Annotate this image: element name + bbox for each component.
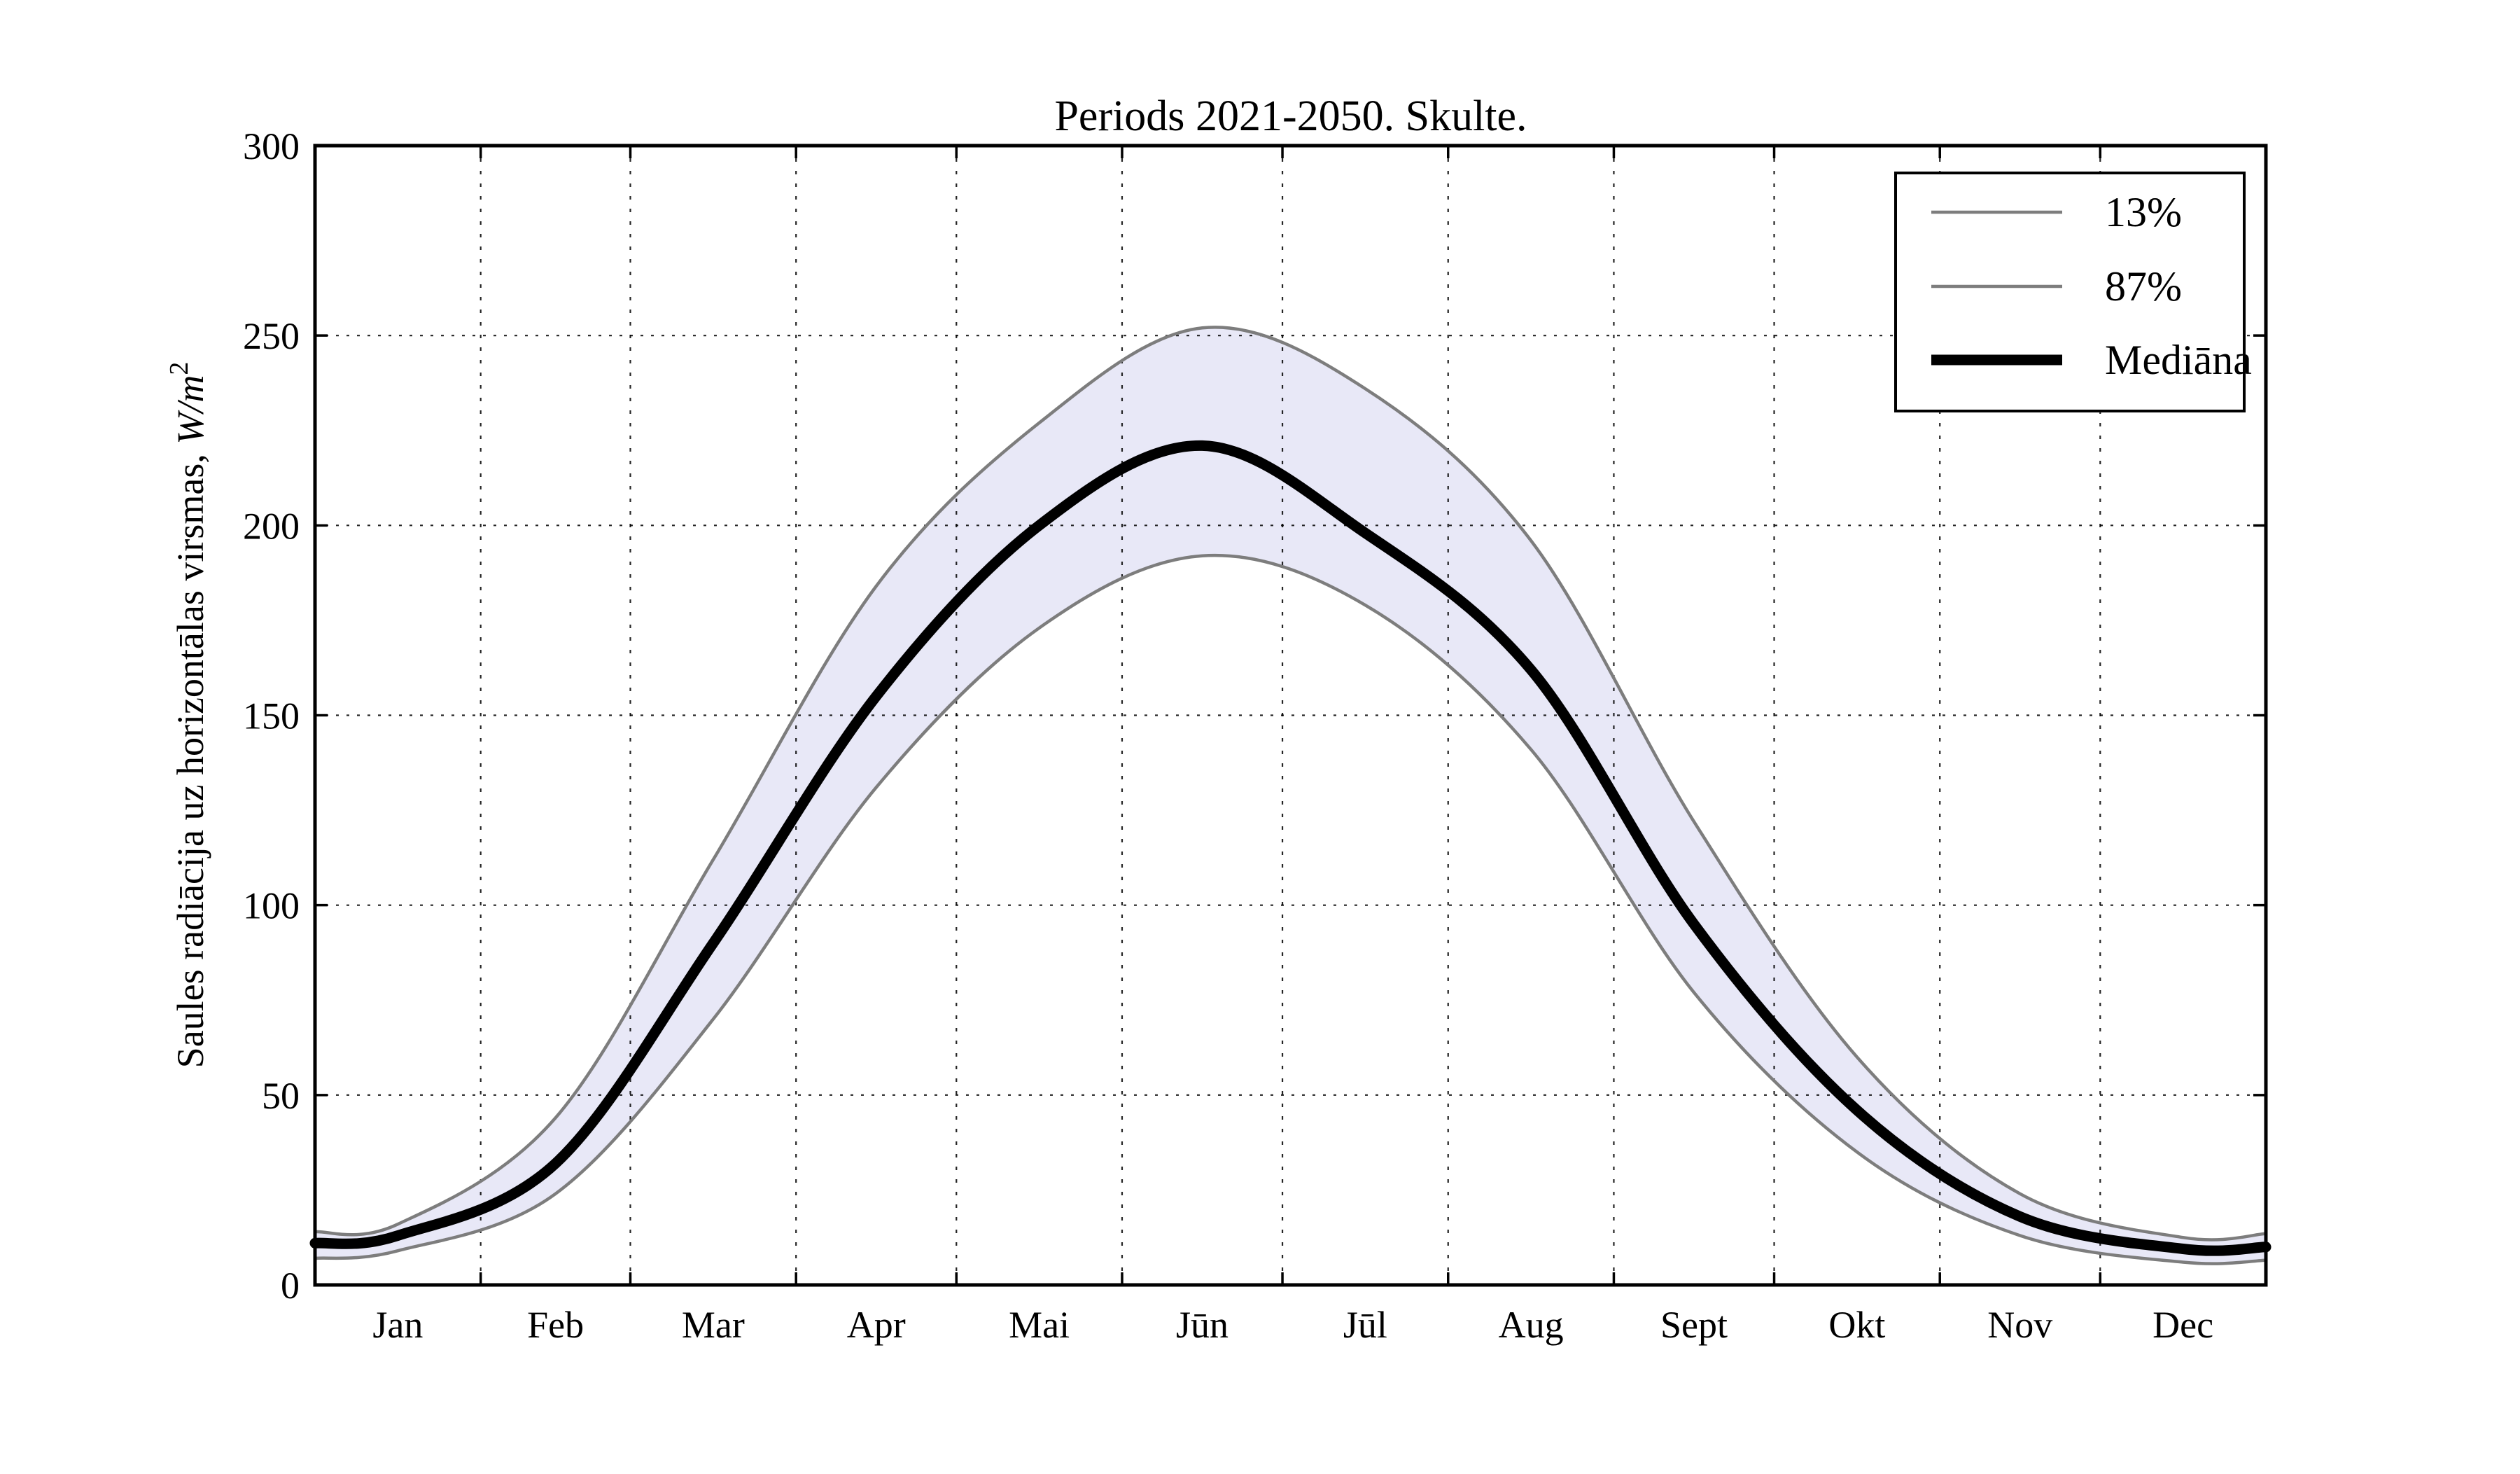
y-axis-label-superscript: 2 <box>164 362 194 375</box>
y-tick-label-50: 50 <box>262 1075 300 1117</box>
x-tick-label-mai: Mai <box>1009 1304 1070 1346</box>
legend-box: 13% 87% Mediāna <box>1894 172 2252 412</box>
y-tick-labels: 0 50 100 150 200 250 300 <box>243 125 300 1307</box>
y-axis-label-text: Saules radiācija uz horizontālas virsmas… <box>169 445 211 1069</box>
x-tick-label-feb: Feb <box>527 1304 584 1346</box>
y-axis-label: Saules radiācija uz horizontālas virsmas… <box>164 362 211 1069</box>
legend-label-13pct: 13% <box>2105 189 2182 235</box>
x-tick-label-nov: Nov <box>1987 1304 2052 1346</box>
y-axis-label-math: W/m <box>169 375 211 445</box>
tick-marks <box>315 144 2266 1286</box>
x-tick-label-dec: Dec <box>2152 1304 2213 1346</box>
chart-title: Periods 2021-2050. Skulte. <box>1054 92 1527 140</box>
x-tick-label-jan: Jan <box>372 1304 423 1346</box>
x-tick-labels: Jan Feb Mar Apr Mai Jūn Jūl Aug Sept Okt Nov Dec <box>372 1304 2213 1346</box>
percentile-87-line <box>314 326 2267 1242</box>
y-tick-label-0: 0 <box>281 1265 300 1307</box>
x-tick-label-apr: Apr <box>847 1304 906 1346</box>
data-curves <box>309 326 2272 1265</box>
legend-label-87pct: 87% <box>2105 263 2182 310</box>
y-tick-label-300: 300 <box>243 125 300 167</box>
legend-label-mediana: Mediāna <box>2105 337 2252 383</box>
x-tick-label-sept: Sept <box>1660 1304 1728 1346</box>
x-tick-label-jūl: Jūl <box>1343 1304 1387 1346</box>
x-tick-label-okt: Okt <box>1828 1304 1885 1346</box>
y-tick-label-250: 250 <box>243 315 300 357</box>
y-tick-label-100: 100 <box>243 885 300 927</box>
x-tick-label-jūn: Jūn <box>1176 1304 1228 1346</box>
percentile-13-line <box>314 553 2267 1265</box>
y-tick-label-200: 200 <box>243 505 300 547</box>
x-tick-label-aug: Aug <box>1499 1304 1564 1346</box>
x-tick-label-mar: Mar <box>682 1304 745 1346</box>
y-tick-label-150: 150 <box>243 695 300 737</box>
median-line <box>309 440 2272 1256</box>
